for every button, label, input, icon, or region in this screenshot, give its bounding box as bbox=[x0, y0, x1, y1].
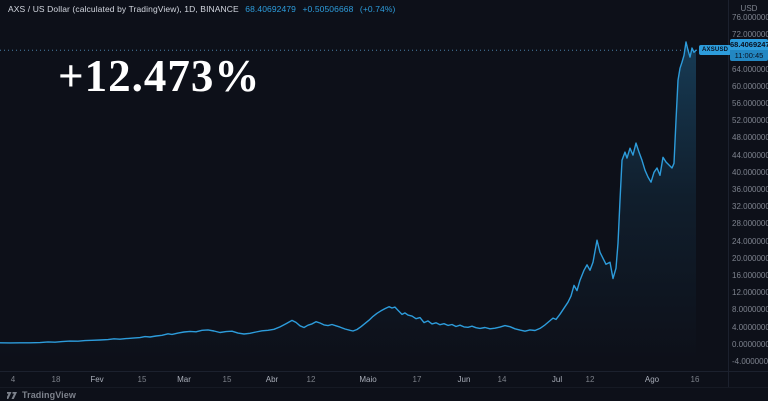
bar-close-countdown: 11:00:45 bbox=[730, 50, 768, 62]
price-series-chart bbox=[0, 41, 728, 368]
current-price-axis-label: 68.40692479 11:00:45 bbox=[730, 39, 768, 62]
x-axis-tick: 16 bbox=[690, 375, 700, 384]
last-price: 68.40692479 bbox=[245, 4, 296, 14]
price-change-percent: (+0.74%) bbox=[359, 4, 396, 14]
x-axis-tick: Maio bbox=[359, 375, 377, 384]
x-axis-tick: Ago bbox=[644, 375, 660, 384]
bottom-toolbar: TradingView bbox=[0, 387, 768, 401]
price-change: +0.50506668 bbox=[302, 4, 354, 14]
x-axis-tick: 17 bbox=[412, 375, 422, 384]
x-axis-tick: Mar bbox=[177, 375, 191, 384]
price-series-line bbox=[0, 41, 697, 344]
x-axis-tick: 14 bbox=[497, 375, 507, 384]
x-axis-tick: Fev bbox=[90, 375, 104, 384]
x-axis-tick: 12 bbox=[306, 375, 316, 384]
x-axis-tick: 15 bbox=[137, 375, 147, 384]
x-axis-tick: 18 bbox=[51, 375, 61, 384]
price-line-symbol-tag: AXSUSD bbox=[699, 45, 732, 56]
time-scale[interactable]: 4 18 Fev 15 Mar 15 Abr 12 Maio 17 Jun 14 Jul 12 Ago 16 bbox=[0, 371, 768, 388]
price-series-area bbox=[0, 42, 696, 368]
symbol-header: AXS / US Dollar (calculated by TradingVi… bbox=[8, 4, 395, 14]
x-axis-tick: Jul bbox=[551, 375, 563, 384]
x-axis-tick: 12 bbox=[585, 375, 595, 384]
axis-corner-border bbox=[728, 371, 729, 387]
price-scale-unit: USD bbox=[740, 4, 758, 13]
tradingview-icon bbox=[7, 391, 17, 399]
chart-plot-area[interactable]: AXS / US Dollar (calculated by TradingVi… bbox=[0, 0, 732, 371]
x-axis-tick: Abr bbox=[265, 375, 279, 384]
tradingview-logo[interactable]: TradingView bbox=[7, 390, 76, 400]
x-axis-tick: 15 bbox=[222, 375, 232, 384]
symbol-title[interactable]: AXS / US Dollar (calculated by TradingVi… bbox=[8, 4, 239, 14]
percent-change-watermark: +12.473% bbox=[58, 51, 261, 101]
x-axis-tick: Jun bbox=[457, 375, 471, 384]
tradingview-logo-text: TradingView bbox=[22, 390, 76, 400]
current-price-value: 68.40692479 bbox=[730, 39, 768, 51]
x-axis-tick: 4 bbox=[10, 375, 16, 384]
